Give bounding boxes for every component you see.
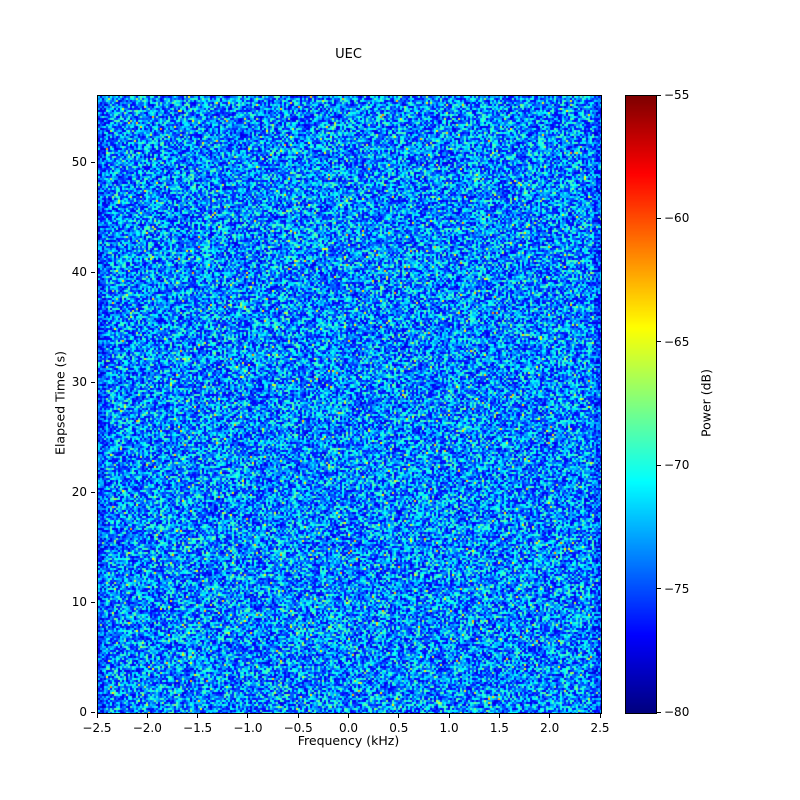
x-tick-mark (297, 714, 299, 718)
y-tick-mark (91, 491, 95, 493)
x-tick-label: −2.5 (82, 721, 112, 735)
y-tick-label: 0 (79, 705, 87, 719)
x-tick-mark (599, 714, 601, 718)
x-tick-mark (549, 714, 551, 718)
y-tick-mark (91, 711, 95, 713)
x-tick-label: −0.5 (283, 721, 313, 735)
x-tick-mark (498, 714, 500, 718)
x-tick-label: −1.5 (183, 721, 213, 735)
colorbar-tick-mark (657, 588, 661, 590)
y-tick-mark (91, 271, 95, 273)
x-tick-label: 0.5 (389, 721, 409, 735)
x-tick-mark (448, 714, 450, 718)
x-tick-mark (146, 714, 148, 718)
x-tick-label: 0.0 (338, 721, 359, 735)
colorbar-tick-label: −55 (664, 88, 690, 102)
colorbar-tick-mark (657, 341, 661, 343)
spectrogram-image (98, 96, 601, 713)
colorbar-tick-label: −70 (664, 458, 690, 473)
colorbar (625, 95, 657, 714)
y-tick-label: 10 (71, 595, 87, 610)
y-tick-label: 50 (71, 155, 87, 170)
x-tick-mark (348, 714, 349, 718)
x-tick-label: 1.5 (489, 721, 509, 735)
chart-title: UEC (335, 47, 362, 62)
y-tick-label: 30 (71, 375, 87, 390)
x-tick-label: 2.5 (590, 721, 610, 735)
x-axis-label: Frequency (kHz) (297, 733, 400, 748)
x-tick-mark (247, 714, 249, 718)
colorbar-tick-label: −60 (664, 211, 690, 226)
x-tick-label: −2.0 (132, 721, 162, 735)
x-tick-label: 2.0 (540, 721, 560, 735)
x-tick-label: −1.0 (233, 721, 263, 735)
colorbar-gradient (626, 96, 656, 713)
colorbar-tick-mark (657, 217, 661, 219)
colorbar-tick-label: −65 (664, 334, 690, 349)
x-tick-mark (197, 714, 199, 718)
colorbar-tick-mark (657, 464, 661, 466)
x-tick-mark (398, 714, 400, 718)
colorbar-tick-label: −80 (664, 705, 690, 719)
y-axis-label: Elapsed Time (s) (52, 351, 68, 455)
plot-area (97, 95, 602, 714)
y-tick-label: 20 (71, 485, 87, 500)
colorbar-tick-label: −75 (664, 581, 690, 596)
colorbar-label: Power (dB) (698, 368, 714, 438)
colorbar-tick-mark (657, 711, 661, 713)
y-tick-label: 40 (71, 265, 87, 280)
y-tick-mark (91, 161, 95, 163)
colorbar-tick-mark (657, 94, 661, 96)
y-tick-mark (91, 601, 95, 603)
y-tick-mark (91, 381, 95, 383)
x-tick-label: 1.0 (439, 721, 459, 735)
x-tick-mark (96, 714, 98, 718)
